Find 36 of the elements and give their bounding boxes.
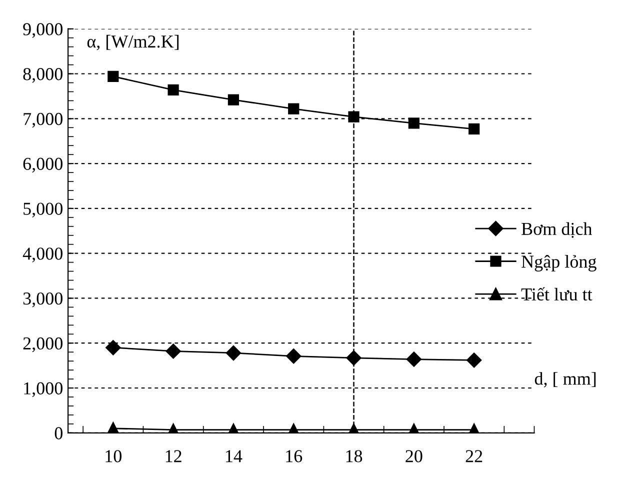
y-tick-label: 5,000 (24, 202, 62, 218)
point (226, 345, 242, 361)
x-tick-label: 20 (406, 450, 422, 462)
y-tick-label: 2,000 (23, 337, 62, 352)
point (348, 111, 360, 122)
x-axis-title: d, [ mm] (534, 372, 596, 388)
x-tick-label: 12 (166, 450, 182, 462)
point (168, 84, 179, 96)
legend-label: Ngập lỏng (522, 255, 596, 272)
x-tick-label: 16 (286, 450, 302, 462)
point (408, 118, 420, 129)
y-axis-title: α, [W/m2.K] (87, 34, 179, 50)
y-tick-label: 3,000 (23, 292, 62, 308)
point (166, 344, 181, 359)
y-tick-label: 4,000 (22, 248, 62, 262)
y-tick-label: 1,000 (24, 382, 62, 398)
x-tick-label: 10 (106, 450, 122, 462)
y-tick-label: 0 (54, 427, 62, 440)
y-tick-label: 7,000 (24, 112, 62, 128)
legend-label: Tiết lưu tt (521, 287, 592, 301)
point (106, 340, 121, 356)
point (286, 348, 302, 364)
point (466, 352, 482, 368)
point (108, 70, 119, 82)
y-tick-label: 9,000 (23, 23, 62, 38)
point (288, 103, 300, 114)
point (228, 94, 240, 106)
y-tick-label: 6,000 (23, 158, 62, 173)
x-tick-label: 18 (346, 450, 362, 462)
x-tick-label: 22 (466, 450, 482, 462)
point (468, 123, 480, 135)
y-tick-label: 8,000 (23, 68, 62, 83)
x-tick-label: 14 (226, 450, 242, 462)
legend-label: Bơm dịch (522, 222, 592, 238)
point (346, 350, 362, 366)
point (406, 352, 422, 367)
